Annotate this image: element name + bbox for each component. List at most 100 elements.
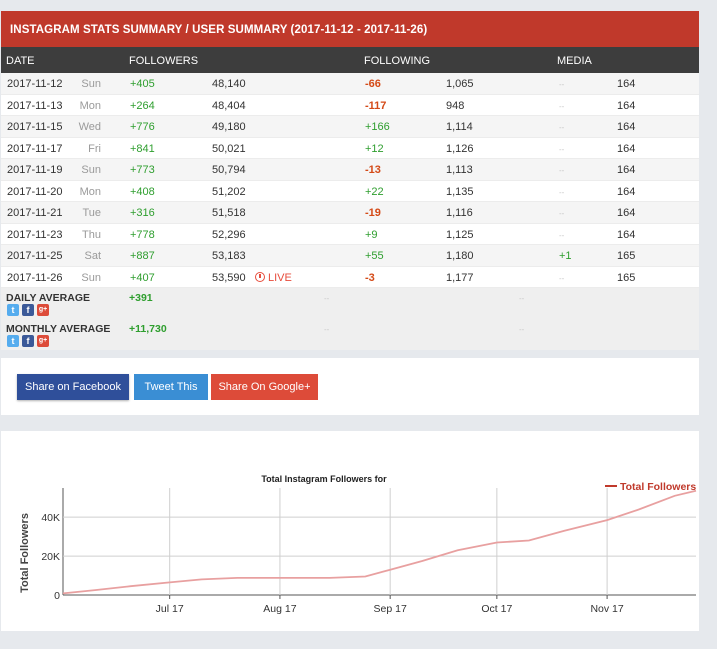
- row-followers-total: 49,180: [212, 121, 246, 133]
- facebook-icon[interactable]: f: [22, 304, 34, 316]
- daily-average-label: DAILY AVERAGE: [6, 292, 91, 304]
- row-followers-change: +887: [130, 250, 155, 262]
- row-followers-change: +405: [130, 78, 155, 90]
- daily-average-media: --: [519, 294, 525, 303]
- row-following-change: -3: [365, 271, 375, 284]
- row-media-total: 164: [617, 164, 636, 176]
- tweet-button[interactable]: Tweet This: [134, 374, 208, 400]
- y-tick-label: 0: [54, 590, 60, 602]
- daily-average-followers: +391: [129, 292, 153, 304]
- col-media: MEDIA: [557, 55, 592, 67]
- row-following-total: 1,125: [446, 228, 474, 241]
- row-day: Sun: [81, 164, 101, 176]
- table-row: 2017-11-12 Sun +405 48,140 -66 1,065 -- 164: [1, 73, 699, 95]
- row-following-change: +55: [365, 250, 384, 262]
- row-following-change: -19: [365, 207, 381, 219]
- row-day: Sun: [81, 271, 101, 284]
- chart-title: Total Instagram Followers for: [261, 474, 387, 484]
- chart-legend: Total Followers: [605, 481, 696, 493]
- row-following-total: 1,113: [446, 164, 473, 176]
- col-following: FOLLOWING: [364, 55, 431, 67]
- row-day: Sat: [84, 250, 101, 262]
- table-row: 2017-11-20 Mon +408 51,202 +22 1,135 -- 164: [1, 180, 699, 202]
- row-media-change: --: [559, 80, 565, 89]
- row-day: Sun: [81, 78, 101, 90]
- row-following-total: 1,065: [446, 78, 474, 90]
- row-followers-total: 53,183: [212, 250, 246, 262]
- x-tick-label: Jul 17: [156, 603, 184, 615]
- x-tick-label: Oct 17: [481, 603, 512, 615]
- row-followers-change: +408: [130, 185, 155, 198]
- monthly-average-label: MONTHLY AVERAGE: [6, 323, 111, 335]
- google-plus-icon[interactable]: g+: [37, 335, 49, 347]
- row-media-change: +1: [559, 250, 572, 262]
- table-row: 2017-11-25 Sat +887 53,183 +55 1,180 +1 165: [1, 245, 699, 267]
- row-media-change: --: [559, 123, 565, 132]
- row-date: 2017-11-25: [7, 250, 63, 262]
- table-row: 2017-11-23 Thu +778 52,296 +9 1,125 -- 164: [1, 223, 699, 245]
- row-date: 2017-11-21: [7, 207, 63, 219]
- row-date: 2017-11-19: [7, 164, 63, 176]
- row-followers-total: 50,021: [212, 142, 246, 155]
- col-date: DATE: [6, 55, 35, 67]
- share-panel: Share on Facebook Tweet This Share On Go…: [1, 358, 699, 415]
- row-media-change: --: [559, 166, 565, 175]
- row-followers-total: 52,296: [212, 228, 246, 241]
- monthly-average-media: --: [519, 325, 525, 334]
- x-tick-label: Aug 17: [263, 603, 296, 615]
- table-row: 2017-11-26 Sun +407 53,590 -3 1,177 -- 165 LIVE: [1, 266, 699, 288]
- row-followers-total: 50,794: [212, 164, 246, 176]
- google-plus-icon[interactable]: g+: [37, 304, 49, 316]
- legend-label: Total Followers: [620, 481, 696, 493]
- row-date: 2017-11-13: [7, 99, 63, 112]
- monthly-average-row: MONTHLY AVERAGE +11,730 -- -- t f g+: [1, 319, 699, 350]
- row-following-change: +12: [365, 142, 384, 155]
- x-tick-label: Sep 17: [374, 603, 407, 615]
- row-media-total: 164: [617, 142, 636, 155]
- row-following-change: +166: [365, 121, 390, 133]
- share-google-button[interactable]: Share On Google+: [211, 374, 318, 400]
- row-followers-change: +841: [130, 142, 155, 155]
- clock-icon: [255, 271, 265, 282]
- twitter-icon[interactable]: t: [7, 335, 19, 347]
- row-followers-change: +773: [130, 164, 155, 176]
- row-followers-total: 48,140: [212, 78, 246, 90]
- row-date: 2017-11-12: [7, 78, 63, 90]
- row-following-total: 1,116: [446, 207, 473, 219]
- row-media-change: --: [559, 187, 565, 197]
- row-followers-total: 51,202: [212, 185, 246, 198]
- y-axis-label: Total Followers: [19, 513, 31, 593]
- row-media-total: 164: [617, 207, 636, 219]
- row-media-total: 165: [617, 250, 636, 262]
- row-day: Fri: [88, 142, 101, 155]
- table-row: 2017-11-17 Fri +841 50,021 +12 1,126 -- 164: [1, 137, 699, 159]
- row-date: 2017-11-26: [7, 271, 63, 284]
- table-row: 2017-11-21 Tue +316 51,518 -19 1,116 -- 164: [1, 202, 699, 224]
- twitter-icon[interactable]: t: [7, 304, 19, 316]
- chart-panel: Total Instagram Followers for Total Foll…: [1, 431, 699, 631]
- share-facebook-button[interactable]: Share on Facebook: [17, 374, 129, 400]
- row-day: Tue: [82, 207, 101, 219]
- row-followers-change: +776: [130, 121, 155, 133]
- row-following-total: 1,177: [446, 271, 474, 284]
- row-followers-total: 48,404: [212, 99, 246, 112]
- row-media-change: --: [559, 209, 565, 218]
- facebook-icon[interactable]: f: [22, 335, 34, 347]
- row-media-total: 165: [617, 271, 636, 284]
- row-following-change: +22: [365, 185, 384, 198]
- row-media-change: --: [559, 101, 565, 111]
- row-media-total: 164: [617, 78, 636, 90]
- row-media-total: 164: [617, 121, 636, 133]
- row-following-change: +9: [365, 228, 378, 241]
- row-date: 2017-11-15: [7, 121, 63, 133]
- live-badge[interactable]: LIVE: [255, 271, 292, 284]
- row-media-change: --: [559, 273, 565, 283]
- monthly-average-followers: +11,730: [129, 323, 167, 335]
- row-date: 2017-11-17: [7, 142, 63, 155]
- row-followers-total: 53,590: [212, 271, 246, 284]
- table-header: DATE FOLLOWERS FOLLOWING MEDIA: [1, 47, 699, 73]
- row-day: Thu: [82, 228, 101, 241]
- page-title: INSTAGRAM STATS SUMMARY / USER SUMMARY (…: [1, 11, 699, 47]
- x-tick-label: Nov 17: [590, 603, 623, 615]
- row-date: 2017-11-23: [7, 228, 63, 241]
